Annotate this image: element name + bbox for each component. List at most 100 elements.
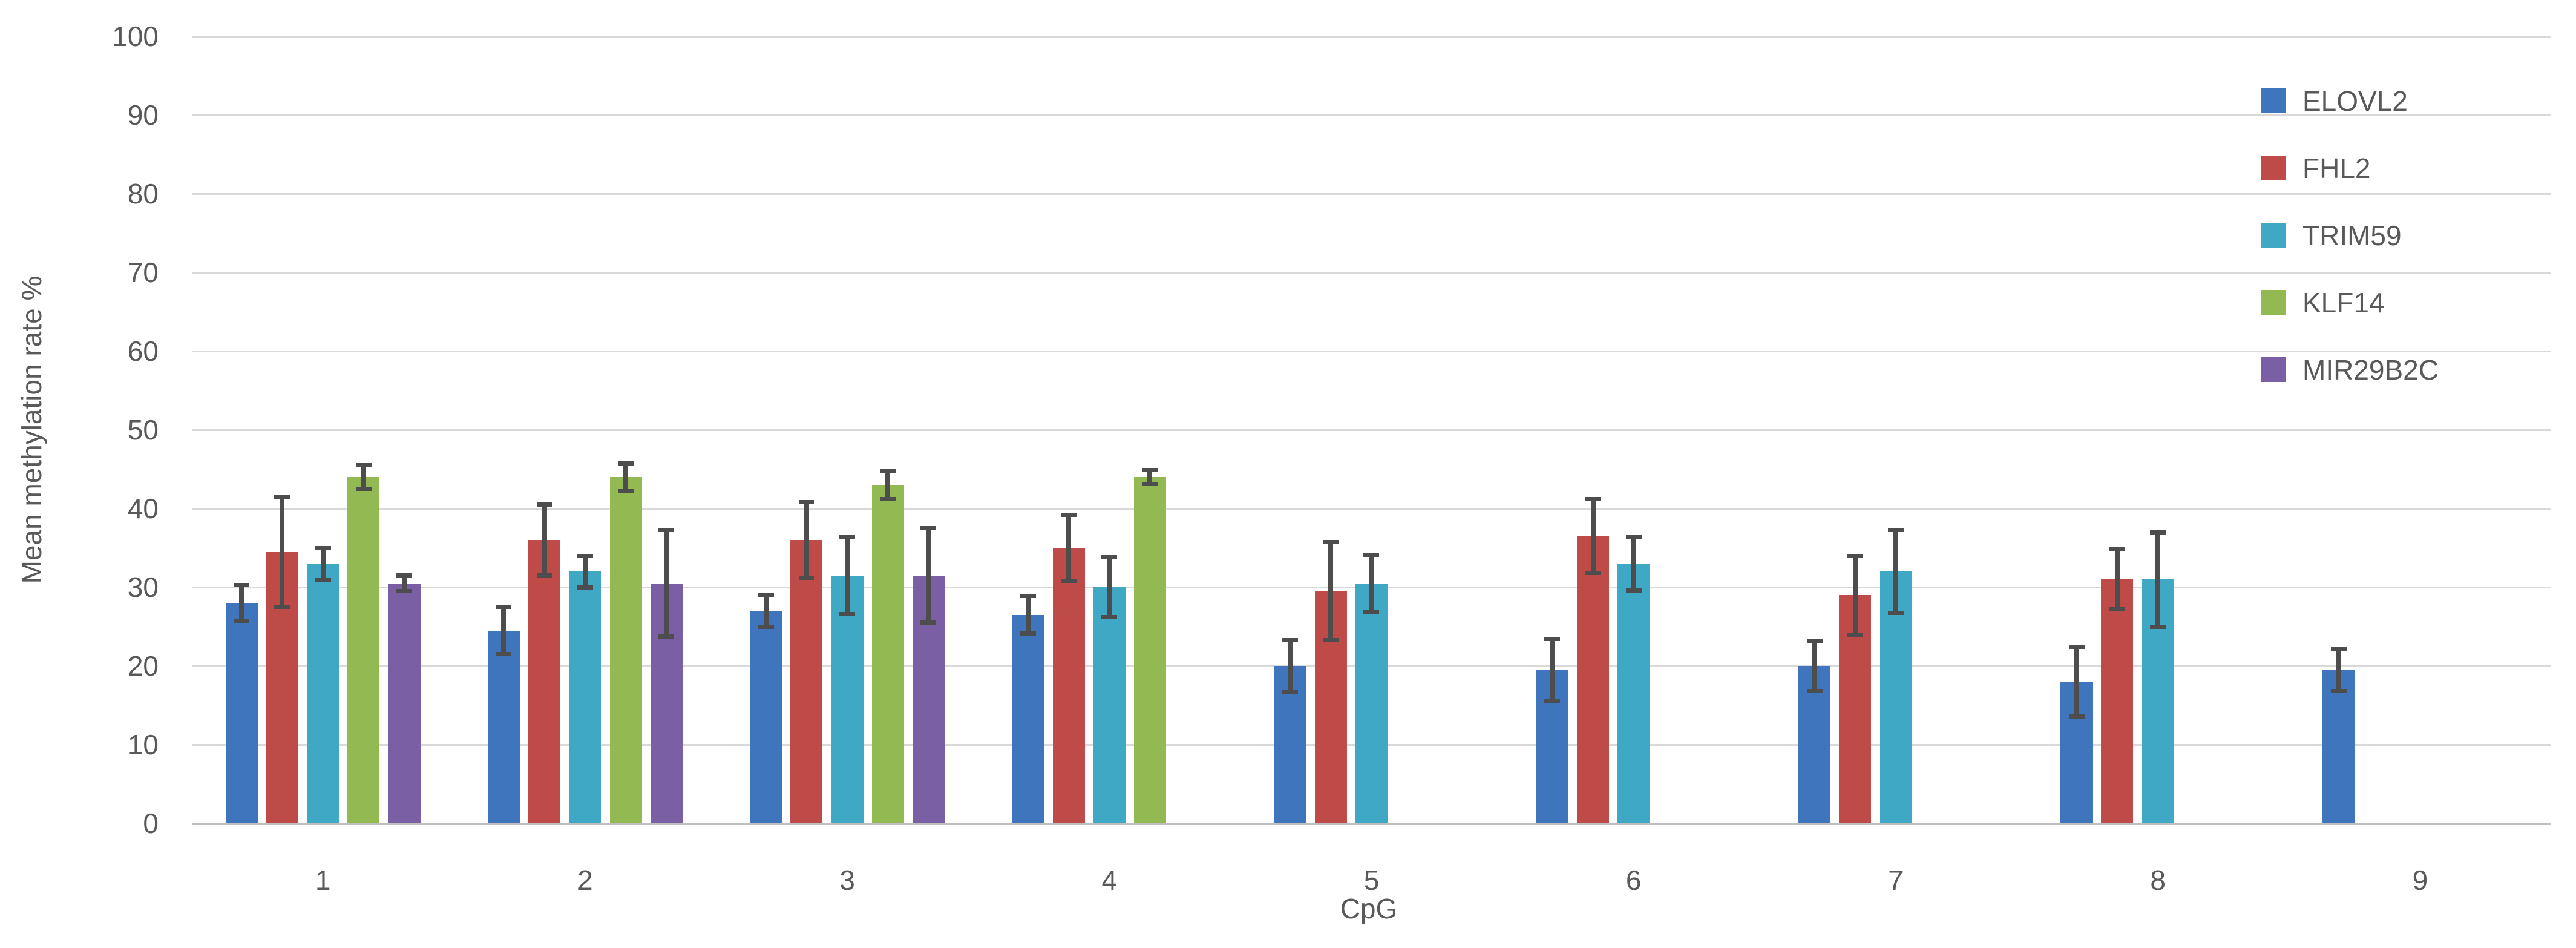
error-bar-FHL2-cpg4 xyxy=(1066,515,1072,581)
y-tick-label: 70 xyxy=(127,257,159,288)
bar-KLF14-cpg1 xyxy=(347,477,380,823)
x-category-label: 6 xyxy=(1625,864,1642,896)
error-bar-cap xyxy=(839,535,856,539)
error-bar-cap xyxy=(396,573,412,578)
error-bar-cap xyxy=(577,585,593,590)
y-tick-label: 90 xyxy=(127,99,159,131)
error-bar-cap xyxy=(1282,690,1299,694)
x-category-label: 7 xyxy=(1888,864,1904,896)
error-bar-cap xyxy=(234,619,250,624)
error-bar-cap xyxy=(1625,535,1642,539)
y-gridline xyxy=(192,114,2551,116)
error-bar-FHL2-cpg5 xyxy=(1328,542,1334,640)
error-bar-cap xyxy=(1323,637,1339,642)
error-bar-TRIM59-cpg8 xyxy=(2155,532,2161,627)
error-bar-cap xyxy=(1061,512,1077,517)
error-bar-cap xyxy=(2330,689,2347,694)
legend-swatch-icon xyxy=(2261,88,2286,113)
error-bar-cap xyxy=(496,605,512,609)
x-category-label: 2 xyxy=(577,864,593,896)
error-bar-cap xyxy=(1806,638,1823,643)
x-category-label: 5 xyxy=(1363,864,1380,896)
y-gridline xyxy=(192,271,2551,274)
error-bar-cap xyxy=(1585,496,1601,501)
error-bar-cap xyxy=(496,652,512,656)
error-bar-ELOVL2-cpg2 xyxy=(501,607,506,654)
error-bar-cap xyxy=(315,545,331,550)
error-bar-cap xyxy=(658,634,675,639)
legend-label: TRIM59 xyxy=(2302,219,2402,251)
error-bar-cap xyxy=(274,605,290,609)
bar-TRIM59-cpg6 xyxy=(1617,564,1650,823)
legend-swatch-icon xyxy=(2261,156,2286,180)
error-bar-cap xyxy=(1625,588,1642,593)
y-gridline xyxy=(192,507,2551,510)
error-bar-cap xyxy=(880,496,896,501)
bar-TRIM59-cpg2 xyxy=(569,571,601,823)
bar-FHL2-cpg4 xyxy=(1052,548,1085,823)
y-gridline xyxy=(192,429,2551,431)
y-tick-label: 10 xyxy=(127,729,159,760)
error-bar-MIR29B2C-cpg3 xyxy=(926,528,931,623)
legend-swatch-icon xyxy=(2261,357,2286,382)
error-bar-ELOVL2-cpg1 xyxy=(239,585,244,621)
y-gridline xyxy=(192,35,2551,38)
error-bar-cap xyxy=(1142,467,1158,472)
error-bar-KLF14-cpg4 xyxy=(1147,470,1153,484)
y-tick-label: 0 xyxy=(143,808,159,839)
error-bar-cap xyxy=(618,461,634,466)
x-category-label: 9 xyxy=(2412,864,2428,896)
error-bar-ELOVL2-cpg7 xyxy=(1812,640,1817,691)
error-bar-cap xyxy=(1847,632,1863,637)
error-bar-cap xyxy=(920,526,937,530)
error-bar-cap xyxy=(1544,637,1561,642)
bar-TRIM59-cpg3 xyxy=(831,575,864,823)
y-tick-label: 60 xyxy=(127,335,159,367)
error-bar-FHL2-cpg8 xyxy=(2114,549,2120,610)
error-bar-cap xyxy=(2068,645,2085,650)
error-bar-ELOVL2-cpg8 xyxy=(2074,647,2079,717)
error-bar-cap xyxy=(1363,609,1380,614)
error-bar-FHL2-cpg3 xyxy=(804,502,809,578)
error-bar-MIR29B2C-cpg2 xyxy=(664,530,669,637)
error-bar-KLF14-cpg1 xyxy=(361,465,366,489)
y-tick-label: 30 xyxy=(127,571,159,603)
bar-ELOVL2-cpg4 xyxy=(1012,614,1044,823)
error-bar-cap xyxy=(1363,553,1380,558)
error-bar-cap xyxy=(2068,714,2085,719)
x-axis-title: CpG xyxy=(1340,893,1398,924)
error-bar-cap xyxy=(2150,624,2166,629)
legend-label: MIR29B2C xyxy=(2302,354,2439,386)
legend-label: FHL2 xyxy=(2302,152,2371,184)
error-bar-cap xyxy=(396,589,412,593)
error-bar-cap xyxy=(798,500,814,505)
error-bar-cap xyxy=(1585,571,1601,576)
error-bar-cap xyxy=(2109,607,2125,611)
bar-ELOVL2-cpg9 xyxy=(2322,670,2355,823)
error-bar-cap xyxy=(2109,547,2125,552)
error-bar-FHL2-cpg2 xyxy=(542,504,547,576)
error-bar-cap xyxy=(1887,611,1904,616)
y-tick-label: 20 xyxy=(127,650,159,682)
error-bar-ELOVL2-cpg4 xyxy=(1025,596,1031,634)
error-bar-TRIM59-cpg1 xyxy=(320,548,326,579)
error-bar-cap xyxy=(536,573,552,578)
error-bar-cap xyxy=(1544,698,1561,703)
error-bar-TRIM59-cpg6 xyxy=(1631,536,1636,591)
legend-label: KLF14 xyxy=(2302,286,2385,318)
bar-TRIM59-cpg4 xyxy=(1093,587,1126,823)
error-bar-cap xyxy=(1101,614,1118,619)
bar-MIR29B2C-cpg1 xyxy=(388,583,421,823)
error-bar-TRIM59-cpg7 xyxy=(1893,530,1898,613)
error-bar-cap xyxy=(839,611,856,616)
error-bar-cap xyxy=(1847,553,1863,558)
error-bar-cap xyxy=(234,582,250,587)
bar-ELOVL2-cpg2 xyxy=(487,630,520,823)
error-bar-cap xyxy=(920,620,937,625)
error-bar-cap xyxy=(1142,482,1158,487)
error-bar-ELOVL2-cpg5 xyxy=(1288,640,1293,692)
bar-FHL2-cpg2 xyxy=(528,540,561,823)
error-bar-cap xyxy=(536,502,552,507)
y-tick-label: 100 xyxy=(112,21,159,52)
y-tick-label: 50 xyxy=(127,414,159,446)
